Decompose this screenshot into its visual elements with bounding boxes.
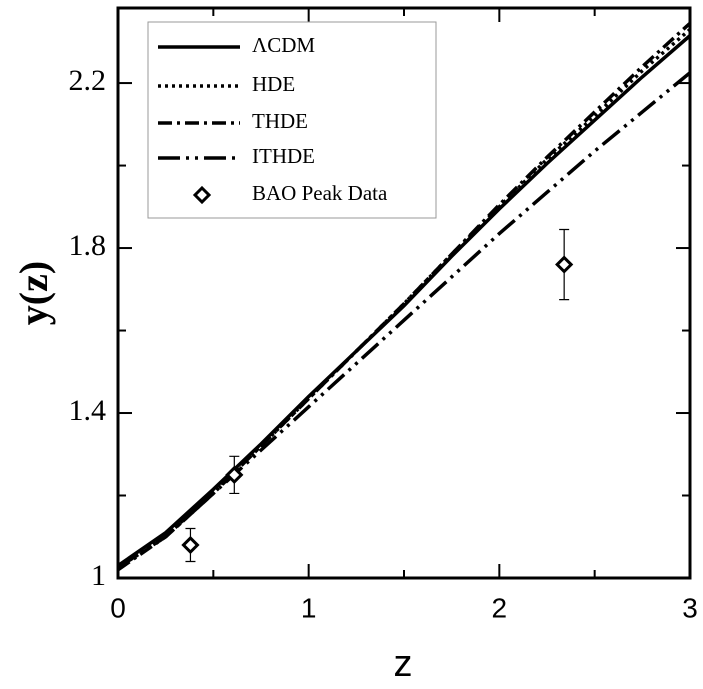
series-line bbox=[118, 21, 690, 572]
x-tick-label: 2 bbox=[492, 592, 508, 623]
x-tick-label: 1 bbox=[301, 592, 317, 623]
legend-label: ΛCDM bbox=[252, 33, 315, 57]
x-tick-label: 3 bbox=[682, 592, 698, 623]
plot-frame bbox=[116, 6, 692, 580]
x-axis-label: z bbox=[394, 643, 413, 685]
data-point bbox=[181, 535, 200, 555]
legend-marker bbox=[192, 185, 212, 205]
x-tick-label: 0 bbox=[110, 592, 126, 623]
y-tick-label: 2.2 bbox=[69, 64, 107, 97]
legend-box bbox=[147, 21, 437, 219]
legend-label: HDE bbox=[252, 72, 295, 96]
data-point bbox=[225, 465, 244, 485]
legend-label: BAO Peak Data bbox=[252, 181, 388, 205]
y-tick-label: 1 bbox=[91, 559, 106, 592]
y-tick-label: 1.4 bbox=[69, 394, 107, 427]
legend-label: THDE bbox=[252, 109, 308, 133]
series-line bbox=[118, 71, 690, 570]
y-tick-label: 1.8 bbox=[69, 229, 107, 262]
legend-label: ITHDE bbox=[252, 144, 315, 168]
data-point bbox=[555, 255, 574, 274]
y-axis-label: y(z) bbox=[11, 261, 56, 325]
